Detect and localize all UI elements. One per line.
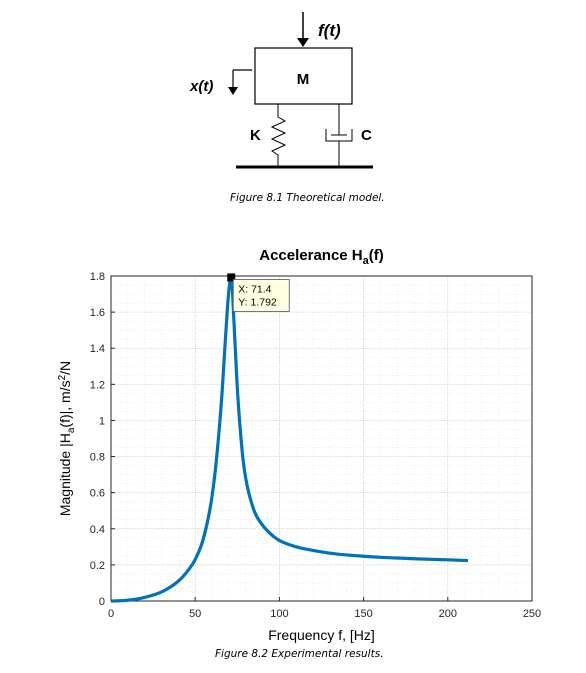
accelerance-chart: 0 50 100 150 200 250 0 0.2 0.4 0.6 0.8 1 1.2 1.4 1.6 1.… (57, 247, 541, 643)
y-tick-label: 0.4 (90, 524, 105, 536)
datatip-box (232, 279, 290, 312)
x-tick-label: 250 (523, 608, 541, 620)
y-tick-label: 0.6 (90, 488, 105, 500)
figure-8-1-caption: Figure 8.1 Theoretical model. (230, 192, 385, 204)
x-tick-label: 150 (354, 608, 372, 620)
y-tick-label: 1.4 (90, 343, 105, 355)
x-axis-label: Frequency f, [Hz] (268, 627, 375, 643)
y-tick-label: 0 (99, 596, 105, 608)
y-tick-label: 1.6 (90, 307, 105, 319)
y-tick-label: 1 (99, 415, 105, 427)
x-tick-label: 200 (439, 608, 457, 620)
chart-title: Accelerance Ha(f) (259, 247, 384, 267)
tick-layer: 0 50 100 150 200 250 0 0.2 0.4 0.6 0.8 1 1.2 1.4 1.6 1.… (90, 271, 541, 620)
y-tick-label: 1.2 (90, 379, 105, 391)
figure-8-2-caption: Figure 8.2 Experimental results. (215, 648, 384, 660)
x-tick-label: 100 (270, 608, 288, 620)
datatip-x-text: X: 71.4 (238, 283, 271, 295)
spring (270, 104, 287, 167)
damper-label: C (361, 127, 372, 144)
y-tick-label: 0.2 (90, 560, 105, 572)
spring-label: K (250, 127, 261, 144)
y-axis-label: Magnitude |Ha(f)|, m/s2/N (57, 361, 77, 516)
force-label: f(t) (318, 21, 341, 40)
displacement-arrowhead (228, 87, 238, 95)
x-tick-label: 0 (108, 608, 114, 620)
plot-area (110, 275, 533, 602)
force-arrowhead (297, 38, 309, 47)
datatip-y-text: Y: 1.792 (238, 296, 277, 308)
datatip: X: 71.4 Y: 1.792 (232, 279, 290, 312)
y-tick-label: 1.8 (90, 271, 105, 283)
datatip-marker (227, 273, 236, 282)
series-line (110, 275, 469, 603)
mass-block (254, 47, 353, 105)
mass-label: M (297, 71, 310, 88)
displacement-label: x(t) (189, 78, 213, 95)
theoretical-model-diagram: f(t) M x(t) K C (189, 12, 373, 169)
x-tick-label: 50 (189, 608, 201, 620)
y-tick-label: 0.8 (90, 452, 105, 464)
